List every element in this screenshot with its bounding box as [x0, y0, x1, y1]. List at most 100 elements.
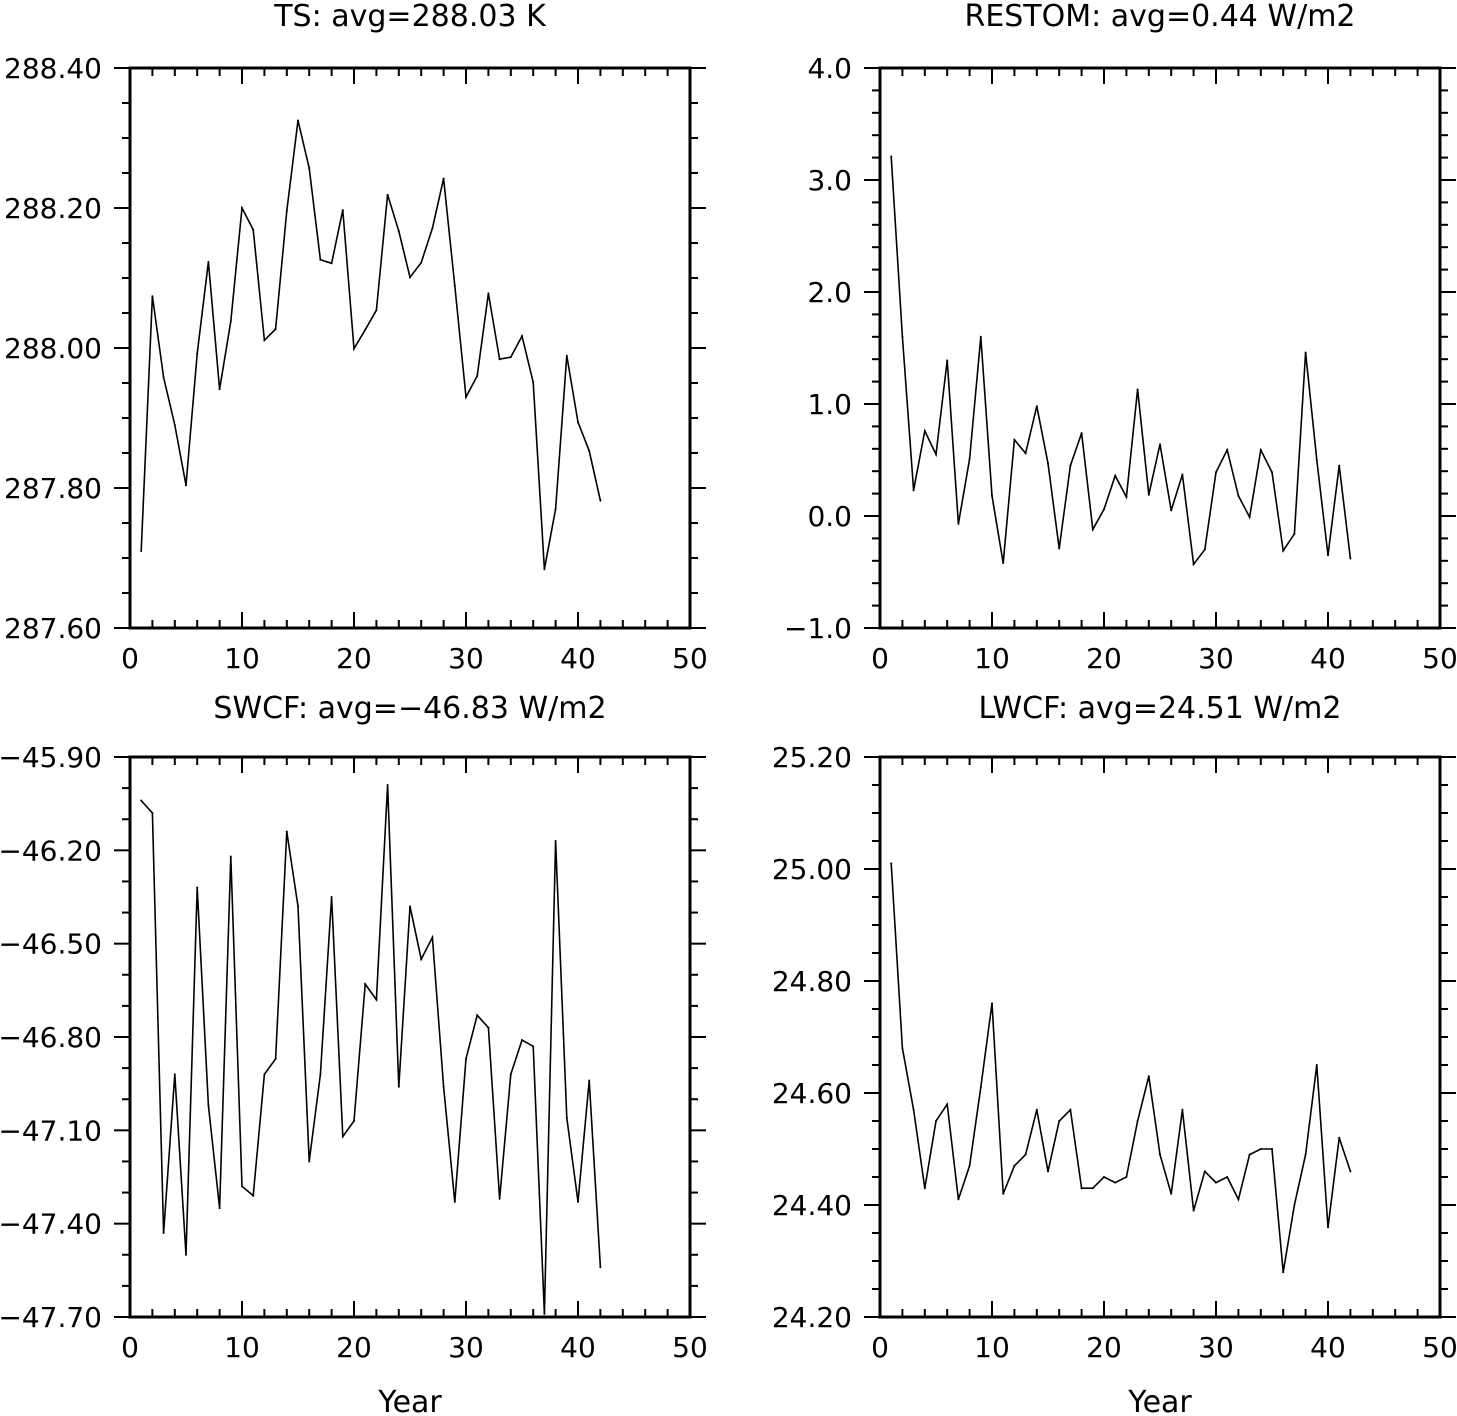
x-tick-label: 0 — [871, 642, 889, 675]
data-point — [498, 358, 501, 361]
data-point — [1125, 495, 1128, 498]
data-point — [274, 328, 277, 331]
data-point — [196, 886, 199, 889]
data-point — [1282, 1271, 1285, 1274]
panel-restom: RESTOM: avg=0.44 W/m2 0 10 20 30 40 50 −1.0 0.0… — [784, 0, 1457, 675]
data-point — [935, 453, 937, 456]
x-tick-label: 40 — [1310, 1331, 1346, 1364]
data-point — [565, 354, 568, 357]
data-point — [285, 830, 288, 833]
y-tick-label: −47.70 — [0, 1301, 102, 1334]
data-point — [297, 119, 299, 122]
y-tick-label: 24.60 — [772, 1077, 852, 1110]
data-point — [1203, 1170, 1206, 1173]
data-point — [957, 522, 960, 525]
x-tick-label: 20 — [336, 642, 372, 675]
plot-frame — [128, 755, 692, 1319]
data-point — [912, 1108, 915, 1111]
data-point — [1259, 1148, 1262, 1150]
y-tick-label: 24.20 — [772, 1301, 852, 1334]
data-point — [386, 784, 389, 786]
data-point — [1069, 464, 1072, 467]
data-point — [1315, 1064, 1318, 1066]
data-point — [1192, 1209, 1195, 1212]
panel-lwcf: LWCF: avg=24.51 W/m2 Year 0 10 20 30 40 50 24.… — [772, 691, 1457, 1416]
data-point — [1315, 459, 1318, 461]
data-point — [554, 508, 557, 510]
data-point — [151, 812, 154, 814]
data-point — [1147, 493, 1150, 496]
data-point — [1248, 516, 1251, 519]
data-point — [420, 958, 423, 961]
data-point — [577, 1200, 579, 1203]
x-tick-label: 0 — [871, 1331, 889, 1364]
data-point — [1125, 1176, 1128, 1178]
data-point — [901, 1047, 904, 1050]
data-point — [319, 258, 322, 261]
data-point — [946, 1103, 949, 1106]
data-point — [1047, 462, 1049, 465]
data-point — [1349, 557, 1352, 560]
data-point — [979, 1086, 982, 1089]
data-point — [521, 1039, 523, 1042]
data-point — [453, 1200, 456, 1203]
data-point — [151, 295, 154, 298]
data-point — [476, 375, 479, 377]
data-point — [1024, 1153, 1027, 1156]
data-point — [543, 1312, 546, 1315]
data-point — [308, 1160, 311, 1163]
data-point — [1035, 405, 1038, 408]
data-point — [1259, 448, 1262, 451]
data-point — [442, 177, 445, 180]
data-point — [1271, 1148, 1273, 1150]
data-point — [1226, 448, 1229, 451]
data-point — [509, 356, 512, 359]
plot-frame — [128, 66, 692, 630]
x-tick-label: 40 — [1310, 642, 1346, 675]
data-point — [487, 1026, 490, 1029]
data-point — [431, 936, 434, 939]
data-point — [946, 359, 949, 362]
data-point — [140, 799, 143, 802]
data-point — [1170, 509, 1173, 512]
data-point — [1035, 1108, 1038, 1111]
data-point — [1002, 562, 1005, 565]
data-point — [1248, 1153, 1251, 1156]
data-point — [1047, 1170, 1049, 1173]
y-tick-label: 1.0 — [807, 388, 852, 421]
data-point — [397, 1085, 400, 1088]
data-point — [498, 1197, 501, 1200]
data-point — [263, 1073, 266, 1076]
x-tick-label: 10 — [974, 642, 1010, 675]
data-point — [1170, 1192, 1173, 1195]
x-tick-label: 0 — [121, 1331, 139, 1364]
data-point — [319, 1073, 322, 1076]
data-point — [229, 320, 232, 323]
data-point — [1114, 1181, 1117, 1184]
data-point — [1159, 443, 1161, 446]
data-point — [890, 155, 893, 158]
data-point — [1237, 494, 1240, 497]
data-point — [1192, 563, 1195, 566]
y-tick-label: 288.20 — [4, 192, 102, 225]
data-point — [1282, 549, 1285, 552]
data-point — [912, 489, 915, 492]
data-point — [979, 335, 982, 338]
data-point — [1080, 432, 1083, 435]
x-tick-label: 50 — [672, 1331, 708, 1364]
data-point — [991, 494, 993, 497]
y-tick-label: −47.40 — [0, 1208, 102, 1241]
data-point — [554, 840, 557, 842]
data-point — [308, 167, 311, 170]
data-point — [599, 499, 602, 502]
data-point — [577, 421, 579, 424]
plot-frame — [878, 66, 1442, 630]
data-point — [1103, 1176, 1105, 1178]
x-tick-label: 40 — [560, 1331, 596, 1364]
data-point — [1069, 1108, 1072, 1111]
data-point — [957, 1198, 960, 1201]
x-tick-label: 50 — [672, 642, 708, 675]
data-point — [285, 209, 288, 212]
y-tick-label: 288.00 — [4, 332, 102, 365]
